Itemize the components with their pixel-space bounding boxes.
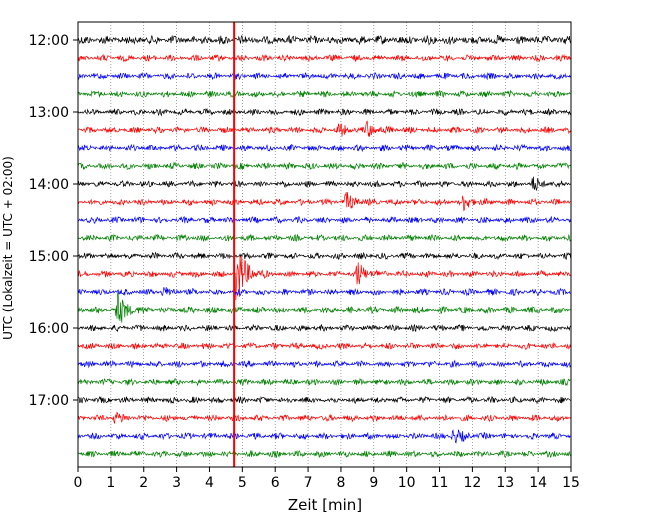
seismic-trace	[77, 449, 571, 459]
seismic-trace	[77, 251, 571, 260]
y-axis: 12:00 13:00 14:00 15:00 16:00 17:00	[29, 33, 78, 409]
x-tick-label: 12	[463, 475, 481, 491]
x-tick-label: 2	[139, 475, 148, 491]
x-tick-label: 6	[271, 475, 280, 491]
seismic-trace	[77, 429, 571, 444]
y-tick-label: 17:00	[29, 393, 69, 409]
seismic-trace	[77, 341, 571, 351]
x-tick-label: 11	[431, 475, 449, 491]
seismic-trace	[77, 120, 571, 137]
seismic-trace	[77, 377, 571, 387]
seismic-trace	[77, 323, 571, 333]
x-tick-label: 3	[172, 475, 181, 491]
seismic-trace	[77, 108, 571, 117]
seismic-trace	[77, 215, 571, 225]
seismic-trace	[77, 255, 571, 301]
seismic-trace	[77, 34, 571, 46]
x-tick-label: 4	[205, 475, 214, 491]
seismic-trace	[77, 292, 571, 323]
x-tick-label: 14	[529, 475, 547, 491]
x-tick-label: 15	[562, 475, 580, 491]
plot-area	[77, 21, 572, 468]
seismic-trace	[77, 71, 571, 81]
y-tick-label: 16:00	[29, 321, 69, 337]
seismic-trace	[77, 89, 571, 99]
y-tick-label: 13:00	[29, 105, 69, 121]
x-tick-label: 0	[74, 475, 83, 491]
seismic-trace	[77, 359, 571, 369]
y-tick-label: 14:00	[29, 177, 69, 193]
seismic-trace	[77, 411, 571, 424]
y-axis-label: UTC (Lokalzeit = UTC + 02:00)	[1, 156, 15, 340]
seismic-trace	[77, 53, 571, 63]
x-tick-label: 7	[304, 475, 313, 491]
seismic-trace	[77, 233, 571, 243]
seismic-trace	[77, 161, 571, 171]
x-axis-label: Zeit [min]	[288, 496, 362, 514]
y-tick-label: 15:00	[29, 249, 69, 265]
x-tick-label: 13	[496, 475, 514, 491]
x-tick-label: 1	[106, 475, 115, 491]
seismic-trace	[77, 192, 571, 212]
seismic-trace	[77, 176, 571, 192]
x-axis: 0 1 2 3 4 5 6 7 8 9 10 11 12 13 14 15	[74, 467, 580, 491]
x-tick-label: 5	[238, 475, 247, 491]
x-tick-label: 9	[369, 475, 378, 491]
seismic-trace	[77, 395, 571, 405]
x-tick-label: 8	[336, 475, 345, 491]
seismic-trace	[77, 287, 571, 297]
y-tick-label: 12:00	[29, 33, 69, 49]
plot-frame	[77, 21, 572, 468]
x-tick-label: 10	[398, 475, 416, 491]
seismic-trace	[77, 143, 571, 153]
